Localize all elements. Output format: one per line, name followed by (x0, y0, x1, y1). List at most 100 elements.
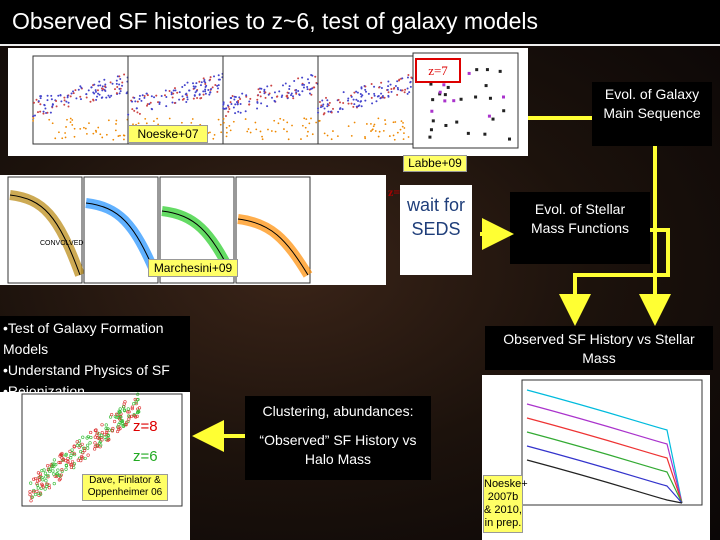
decoration (111, 82, 114, 85)
decoration (57, 478, 61, 482)
decoration (69, 456, 73, 460)
text-box: Evol. of Galaxy Main Sequence (592, 82, 712, 146)
decoration (428, 135, 432, 139)
decoration (347, 97, 350, 100)
decoration (171, 101, 174, 104)
decoration (86, 132, 88, 135)
decoration (238, 96, 241, 99)
decoration (36, 111, 39, 114)
decoration (92, 132, 95, 135)
decoration (230, 103, 233, 106)
decoration (389, 83, 392, 86)
decoration (173, 87, 176, 90)
decoration (98, 93, 101, 96)
decoration (367, 92, 370, 95)
decoration (94, 89, 97, 92)
decoration (365, 123, 368, 125)
decoration (266, 105, 269, 108)
decoration (125, 92, 128, 95)
decoration (302, 86, 305, 89)
decoration (475, 68, 479, 72)
decoration (249, 131, 252, 134)
decoration (526, 389, 683, 504)
decoration (308, 92, 311, 95)
decoration (203, 80, 206, 83)
decoration (263, 88, 266, 91)
decoration (317, 107, 320, 110)
decoration (153, 96, 156, 99)
decoration (54, 137, 57, 140)
decoration (225, 126, 228, 129)
decoration (229, 129, 232, 132)
decoration (323, 132, 326, 135)
decoration (466, 131, 470, 135)
decoration (410, 76, 413, 79)
decoration (170, 91, 173, 94)
decoration (64, 136, 67, 139)
decoration (305, 118, 308, 121)
decoration (377, 117, 380, 120)
decoration (117, 427, 121, 432)
decoration (138, 112, 141, 115)
decoration (140, 99, 143, 102)
decoration (321, 105, 324, 108)
decoration (118, 75, 121, 78)
decoration (51, 122, 54, 125)
decoration (193, 94, 196, 97)
decoration (380, 81, 383, 84)
decoration (155, 94, 158, 97)
decoration (374, 130, 377, 132)
decoration (194, 91, 197, 94)
decoration (63, 99, 66, 102)
decoration (35, 483, 40, 487)
decoration (94, 428, 98, 432)
decoration (326, 105, 329, 108)
decoration (89, 430, 93, 435)
decoration (307, 130, 309, 133)
decoration (60, 469, 64, 473)
decoration (65, 100, 68, 103)
decoration (131, 108, 134, 111)
decoration (390, 90, 393, 93)
decoration (75, 97, 78, 100)
decoration (274, 100, 277, 103)
decoration (288, 87, 291, 90)
text-box: Observed SF History vs Stellar Mass (485, 326, 713, 370)
decoration (202, 90, 205, 93)
decoration (321, 99, 324, 102)
decoration (39, 492, 43, 496)
decoration (224, 115, 227, 118)
decoration (82, 446, 86, 450)
decoration (245, 94, 248, 97)
decoration (38, 491, 43, 495)
decoration (46, 111, 49, 114)
decoration (199, 84, 202, 87)
middle-image: CONVOLVED (0, 175, 386, 285)
decoration (110, 412, 114, 417)
decoration (261, 135, 263, 138)
decoration (93, 441, 97, 445)
decoration (60, 100, 63, 103)
decoration (70, 460, 75, 464)
decoration (72, 445, 76, 449)
decoration (95, 131, 98, 133)
decoration (115, 412, 119, 416)
decoration (222, 103, 225, 106)
decoration (114, 129, 117, 132)
decoration (355, 90, 358, 93)
decoration (200, 81, 203, 84)
decoration (326, 134, 329, 137)
decoration (225, 135, 228, 138)
decoration (72, 92, 75, 95)
decoration (113, 88, 116, 91)
decoration (202, 77, 205, 80)
decoration (42, 112, 45, 115)
decoration (326, 99, 329, 102)
decoration (111, 426, 115, 431)
decoration (51, 469, 55, 473)
decoration (93, 447, 97, 451)
decoration (185, 100, 188, 103)
decoration (51, 103, 54, 106)
decoration (507, 137, 511, 141)
plot-frame (412, 52, 519, 149)
